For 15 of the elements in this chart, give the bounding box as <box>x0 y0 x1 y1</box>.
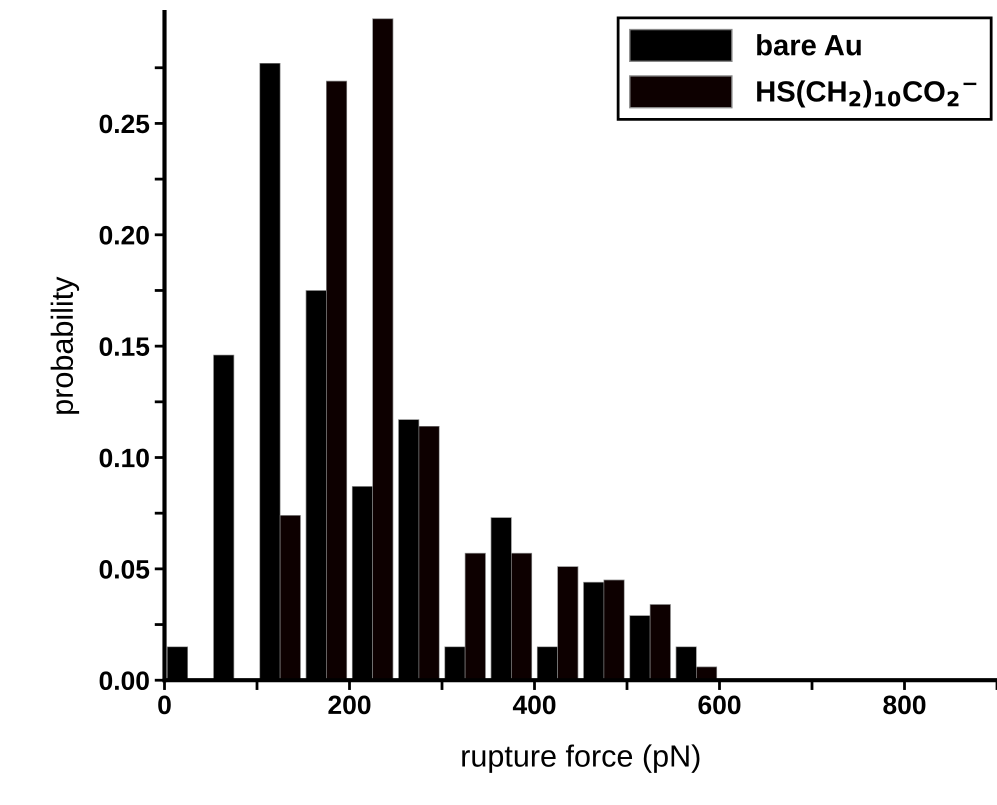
legend-label: HS(CH$_{2}$)$_{10}$CO$_{2}$$^{−}$ <box>757 80 976 108</box>
y-tick-label: 0.15 <box>100 337 150 356</box>
y-tick-label: 0.05 <box>100 560 150 579</box>
x-tick-label: 800 <box>883 696 926 714</box>
x-tick-label: 600 <box>698 696 740 714</box>
y-tick-label: 0.20 <box>100 226 149 245</box>
x-tick-label: 400 <box>512 696 556 714</box>
x-tick-label: 200 <box>328 696 370 714</box>
x-tick-label: 0 <box>158 696 171 714</box>
y-tick-label: 0.10 <box>100 448 149 468</box>
x-axis-title: rupture force (pN) <box>462 744 700 773</box>
y-axis-title: probability <box>50 276 80 414</box>
legend-label: bare Au <box>757 34 861 56</box>
y-tick-label: 0.25 <box>100 114 150 134</box>
y-tick-label: 0.00 <box>100 671 149 690</box>
